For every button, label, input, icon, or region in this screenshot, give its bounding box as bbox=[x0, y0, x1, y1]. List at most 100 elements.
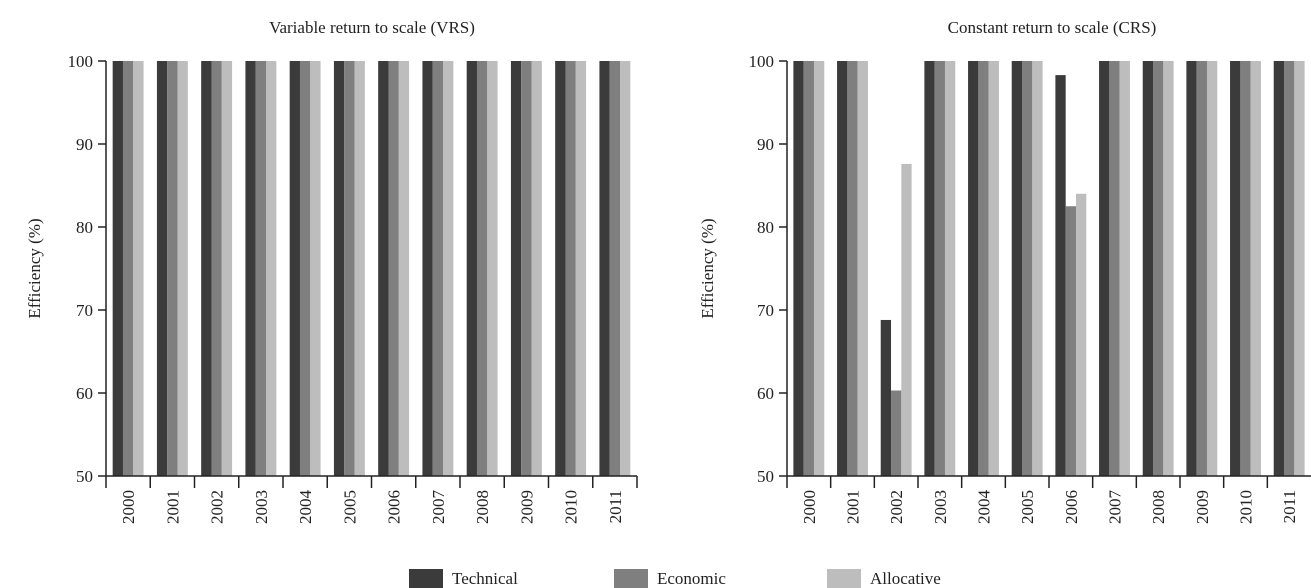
x-tick-label: 2000 bbox=[800, 490, 819, 524]
bar-allocative-2005 bbox=[1032, 61, 1043, 476]
y-tick-label: 50 bbox=[757, 467, 774, 486]
y-tick-label: 100 bbox=[749, 52, 775, 71]
x-tick-label: 2001 bbox=[844, 490, 863, 524]
bar-technical-2010 bbox=[555, 61, 566, 476]
crs-y-axis-label: Efficiency (%) bbox=[698, 218, 717, 318]
y-tick-label: 80 bbox=[757, 218, 774, 237]
bar-allocative-2004 bbox=[988, 61, 999, 476]
bar-economic-2007 bbox=[1109, 61, 1120, 476]
y-tick-label: 90 bbox=[757, 135, 774, 154]
bar-economic-2005 bbox=[1022, 61, 1033, 476]
bar-allocative-2007 bbox=[1119, 61, 1130, 476]
vrs-y-axis-label: Efficiency (%) bbox=[25, 218, 44, 318]
bar-allocative-2003 bbox=[266, 61, 277, 476]
y-tick-label: 70 bbox=[757, 301, 774, 320]
bar-allocative-2011 bbox=[620, 61, 631, 476]
bar-technical-2005 bbox=[1011, 61, 1023, 476]
bar-allocative-2006 bbox=[1075, 193, 1087, 477]
bar-economic-2008 bbox=[476, 61, 488, 476]
bar-economic-2010 bbox=[1240, 61, 1251, 476]
bar-economic-2007 bbox=[432, 61, 444, 476]
legend-label-technical: Technical bbox=[452, 569, 518, 588]
bar-allocative-2009 bbox=[531, 61, 542, 476]
bar-economic-2008 bbox=[1153, 61, 1164, 476]
bar-technical-2000 bbox=[112, 61, 123, 476]
bar-allocative-2010 bbox=[1250, 61, 1261, 476]
bar-technical-2002 bbox=[880, 319, 892, 476]
bar-technical-2006 bbox=[1055, 75, 1066, 477]
x-tick-label: 2002 bbox=[887, 490, 906, 524]
x-tick-label: 2010 bbox=[1237, 490, 1256, 524]
bar-allocative-2000 bbox=[813, 61, 825, 476]
bar-technical-2005 bbox=[333, 61, 345, 476]
y-tick-label: 80 bbox=[76, 218, 93, 237]
bar-technical-2009 bbox=[510, 61, 522, 476]
bar-economic-2006 bbox=[388, 61, 399, 476]
x-tick-label: 2003 bbox=[252, 490, 271, 524]
y-tick-label: 60 bbox=[76, 384, 93, 403]
y-tick-label: 50 bbox=[76, 467, 93, 486]
bar-economic-2009 bbox=[1196, 61, 1207, 476]
bar-economic-2001 bbox=[167, 61, 178, 476]
crs-chart-panel: Constant return to scale (CRS) Efficiency… bbox=[698, 18, 1311, 524]
bar-economic-2006 bbox=[1065, 206, 1076, 476]
bar-economic-2004 bbox=[978, 61, 989, 476]
vrs-chart-title: Variable return to scale (VRS) bbox=[269, 18, 475, 37]
bar-technical-2002 bbox=[201, 61, 212, 476]
bar-allocative-2002 bbox=[901, 163, 912, 477]
bar-technical-2006 bbox=[378, 61, 389, 476]
x-tick-label: 2011 bbox=[606, 490, 625, 523]
bar-economic-2009 bbox=[521, 61, 532, 476]
legend-swatch-technical bbox=[409, 569, 443, 588]
legend-swatch-economic bbox=[614, 569, 648, 588]
x-tick-label: 2005 bbox=[340, 490, 359, 524]
bar-technical-2008 bbox=[1142, 61, 1154, 476]
bar-technical-2003 bbox=[924, 61, 935, 476]
x-tick-label: 2007 bbox=[1106, 490, 1125, 525]
x-tick-label: 2001 bbox=[163, 490, 182, 524]
bar-technical-2010 bbox=[1230, 61, 1241, 476]
bar-economic-2011 bbox=[1284, 61, 1295, 476]
y-tick-label: 90 bbox=[76, 135, 93, 154]
bar-allocative-2003 bbox=[944, 61, 956, 476]
bar-allocative-2000 bbox=[133, 61, 144, 476]
bar-allocative-2004 bbox=[310, 61, 321, 476]
x-tick-label: 2003 bbox=[931, 490, 950, 524]
bar-economic-2010 bbox=[565, 61, 576, 476]
y-tick-label: 60 bbox=[757, 384, 774, 403]
bar-technical-2003 bbox=[245, 61, 256, 476]
x-tick-label: 2009 bbox=[517, 490, 536, 524]
bar-allocative-2006 bbox=[398, 61, 410, 476]
legend-label-economic: Economic bbox=[657, 569, 726, 588]
bar-economic-2011 bbox=[609, 61, 621, 476]
legend-label-allocative: Allocative bbox=[870, 569, 941, 588]
x-tick-label: 2009 bbox=[1193, 490, 1212, 524]
bar-allocative-2011 bbox=[1294, 61, 1305, 476]
crs-chart-title: Constant return to scale (CRS) bbox=[948, 18, 1157, 37]
bar-economic-2003 bbox=[255, 61, 267, 476]
bar-technical-2000 bbox=[793, 61, 804, 476]
bar-economic-2001 bbox=[847, 61, 858, 476]
bar-economic-2002 bbox=[211, 61, 222, 476]
bar-economic-2000 bbox=[803, 61, 814, 476]
y-tick-label: 70 bbox=[76, 301, 93, 320]
bar-technical-2004 bbox=[968, 61, 979, 476]
bar-technical-2009 bbox=[1186, 61, 1197, 476]
x-tick-label: 2008 bbox=[1149, 490, 1168, 524]
x-tick-label: 2007 bbox=[429, 490, 448, 525]
bar-allocative-2010 bbox=[575, 61, 587, 476]
bar-technical-2001 bbox=[837, 61, 848, 476]
y-tick-label: 100 bbox=[68, 52, 94, 71]
legend: Technical Economic Allocative bbox=[409, 569, 941, 588]
bar-technical-2007 bbox=[1099, 61, 1110, 476]
bar-technical-2011 bbox=[599, 61, 610, 476]
x-tick-label: 2000 bbox=[119, 490, 138, 524]
bar-economic-2003 bbox=[934, 61, 945, 476]
x-tick-label: 2006 bbox=[1062, 490, 1081, 524]
bar-allocative-2002 bbox=[221, 61, 233, 476]
bar-economic-2004 bbox=[299, 61, 311, 476]
bar-allocative-2008 bbox=[487, 61, 498, 476]
bar-economic-2002 bbox=[891, 390, 902, 476]
x-tick-label: 2010 bbox=[562, 490, 581, 524]
